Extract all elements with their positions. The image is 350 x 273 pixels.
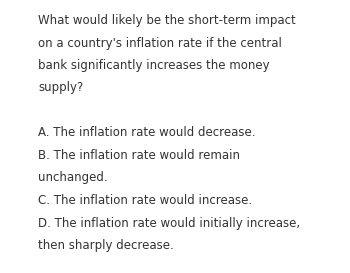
Text: C. The inflation rate would increase.: C. The inflation rate would increase. (38, 194, 252, 207)
Text: B. The inflation rate would remain: B. The inflation rate would remain (38, 149, 240, 162)
Text: supply?: supply? (38, 82, 83, 94)
Text: on a country's inflation rate if the central: on a country's inflation rate if the cen… (38, 37, 282, 49)
Text: D. The inflation rate would initially increase,: D. The inflation rate would initially in… (38, 216, 300, 230)
Text: unchanged.: unchanged. (38, 171, 108, 185)
Text: What would likely be the short-term impact: What would likely be the short-term impa… (38, 14, 296, 27)
Text: bank significantly increases the money: bank significantly increases the money (38, 59, 270, 72)
Text: then sharply decrease.: then sharply decrease. (38, 239, 174, 252)
Text: A. The inflation rate would decrease.: A. The inflation rate would decrease. (38, 126, 256, 140)
